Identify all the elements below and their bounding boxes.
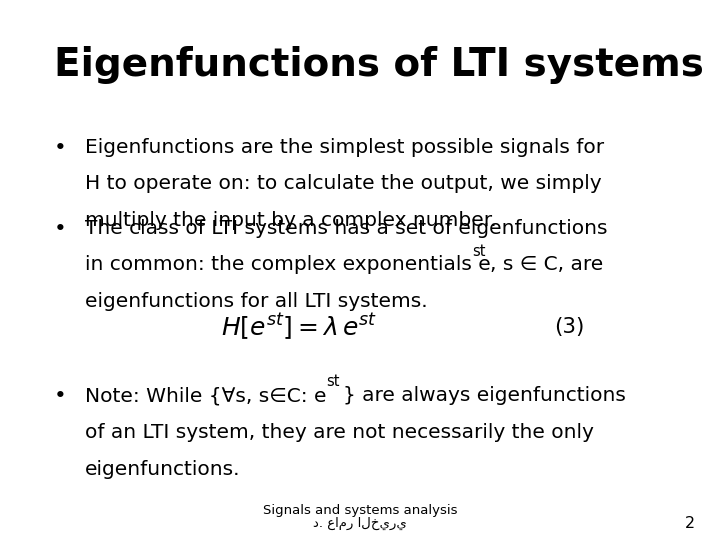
Text: of an LTI system, they are not necessarily the only: of an LTI system, they are not necessari… — [85, 423, 594, 442]
Text: in common: the complex exponentials e: in common: the complex exponentials e — [85, 255, 491, 274]
Text: The class of LTI systems has a set of eigenfunctions: The class of LTI systems has a set of ei… — [85, 219, 608, 238]
Text: eigenfunctions for all LTI systems.: eigenfunctions for all LTI systems. — [85, 292, 428, 311]
Text: Note: While {∀s, s∈C: e: Note: While {∀s, s∈C: e — [85, 386, 326, 405]
Text: •: • — [54, 219, 67, 239]
Text: , s ∈ C, are: , s ∈ C, are — [490, 255, 603, 274]
Text: د. عامر الخيري: د. عامر الخيري — [313, 517, 407, 530]
Text: Signals and systems analysis: Signals and systems analysis — [263, 504, 457, 517]
Text: $H[e^{st}] = \lambda\, e^{st}$: $H[e^{st}] = \lambda\, e^{st}$ — [221, 312, 377, 342]
Text: Eigenfunctions are the simplest possible signals for: Eigenfunctions are the simplest possible… — [85, 138, 604, 157]
Text: •: • — [54, 386, 67, 406]
Text: st: st — [472, 244, 486, 259]
Text: } are always eigenfunctions: } are always eigenfunctions — [343, 386, 626, 405]
Text: Eigenfunctions of LTI systems: Eigenfunctions of LTI systems — [54, 46, 704, 84]
Text: (3): (3) — [554, 316, 585, 337]
Text: multiply the input by a complex number.: multiply the input by a complex number. — [85, 211, 497, 230]
Text: eigenfunctions.: eigenfunctions. — [85, 460, 240, 478]
Text: st: st — [326, 374, 339, 389]
Text: H to operate on: to calculate the output, we simply: H to operate on: to calculate the output… — [85, 174, 602, 193]
Text: •: • — [54, 138, 67, 158]
Text: 2: 2 — [685, 516, 695, 531]
